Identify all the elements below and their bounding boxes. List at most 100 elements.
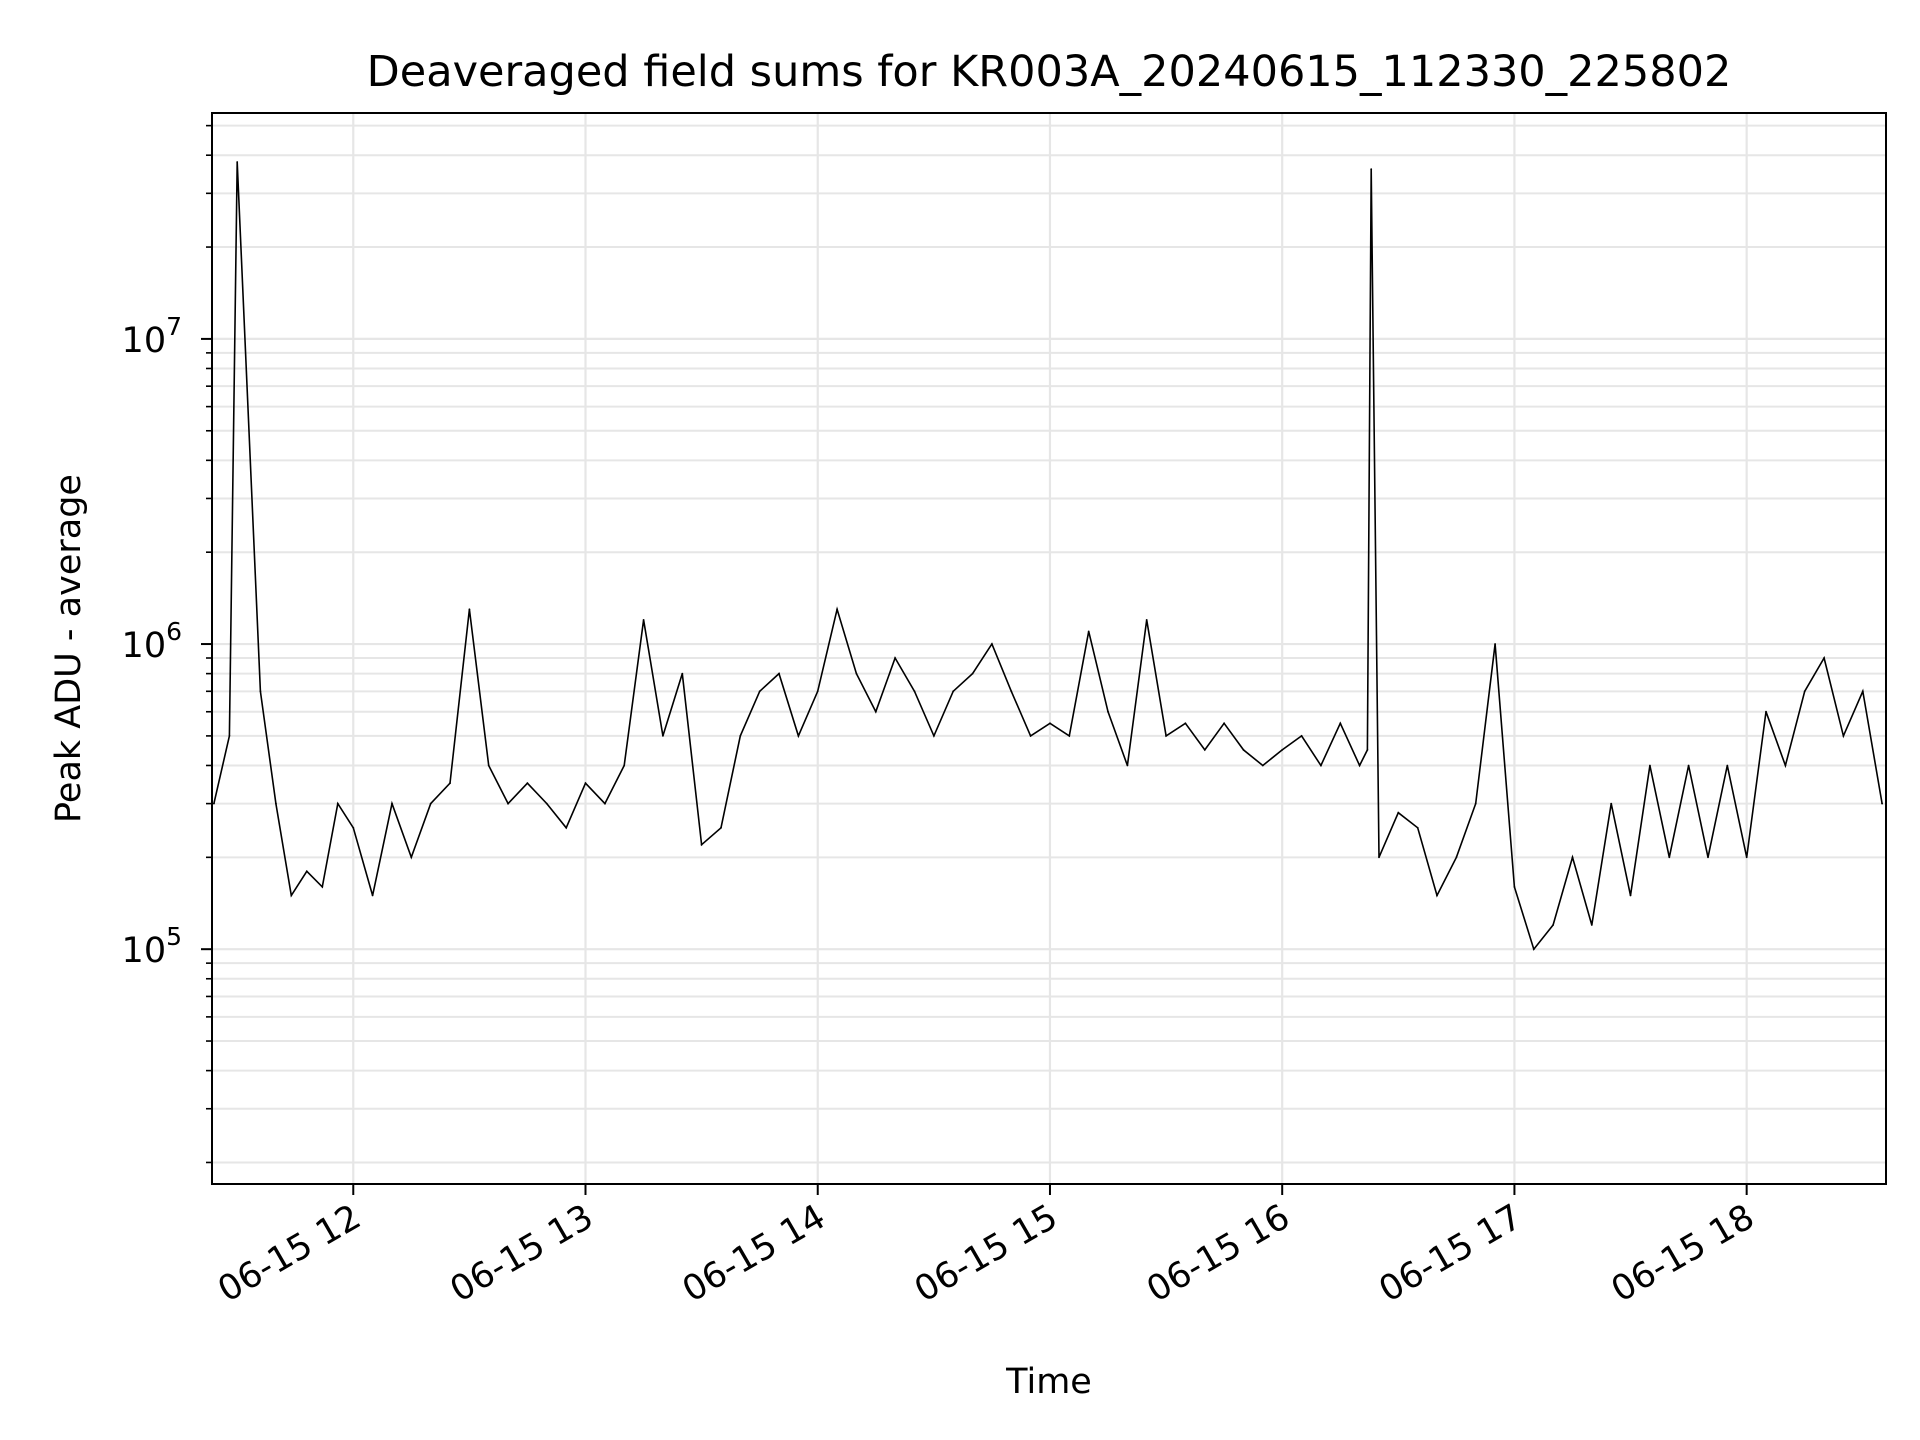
y-tick-label: 105 [122, 922, 182, 971]
data-point [1552, 924, 1554, 926]
data-point [1370, 168, 1373, 171]
data-point [758, 690, 761, 693]
data-point [371, 894, 374, 897]
data-point [228, 735, 231, 737]
data-point [1366, 749, 1369, 751]
data-point [1707, 856, 1709, 859]
y-tick-exponent: 7 [166, 312, 182, 341]
chart-title: Deaveraged field sums for KR003A_2024061… [367, 47, 1732, 97]
data-point [1881, 802, 1883, 805]
data-point [336, 802, 339, 805]
data-point [1803, 690, 1806, 693]
data-point [1300, 735, 1303, 737]
data-point [1358, 764, 1361, 767]
data-point [1745, 856, 1748, 859]
data-point [1784, 764, 1787, 767]
data-point [1029, 735, 1032, 737]
data-point [1455, 856, 1458, 859]
data-point [778, 672, 780, 675]
data-point [971, 672, 974, 675]
data-point [1513, 886, 1516, 888]
data-point [1281, 749, 1284, 751]
data-point [1687, 764, 1690, 767]
data-point [681, 672, 684, 675]
data-point [1571, 856, 1574, 859]
data-point [352, 826, 355, 829]
data-point [468, 608, 471, 611]
data-point [1320, 764, 1322, 767]
y-tick-label: 106 [122, 617, 182, 666]
data-point [584, 782, 587, 785]
x-axis-label: Time [1005, 1362, 1092, 1402]
data-point [913, 690, 916, 693]
data-point [305, 870, 308, 873]
data-point [429, 802, 432, 805]
data-point [952, 690, 955, 693]
data-point [1203, 749, 1206, 751]
data-point [797, 735, 800, 737]
data-point [739, 735, 742, 737]
data-point [321, 886, 324, 888]
data-point [1823, 657, 1825, 659]
data-point [1087, 630, 1090, 633]
data-point [816, 690, 819, 693]
data-point [855, 672, 858, 675]
data-point [1378, 856, 1380, 859]
data-point [1649, 764, 1651, 767]
data-point [1049, 722, 1051, 725]
data-point [1861, 690, 1864, 693]
data-point [487, 764, 490, 767]
data-point [662, 735, 664, 737]
data-point [449, 782, 451, 785]
data-point [604, 802, 606, 805]
y-tick-base: 10 [122, 931, 167, 971]
data-point [1068, 735, 1071, 737]
y-tick-base: 10 [122, 321, 167, 361]
data-point [991, 643, 993, 645]
y-tick-base: 10 [122, 626, 167, 666]
data-point [1726, 764, 1729, 767]
y-axis-label: Peak ADU - average [49, 474, 89, 823]
data-point [1590, 924, 1593, 926]
data-point [1242, 749, 1245, 751]
data-point [1610, 802, 1613, 805]
data-point [642, 619, 645, 621]
data-point [275, 802, 277, 805]
data-point [1261, 764, 1264, 767]
data-point [1532, 948, 1535, 951]
data-point [526, 782, 529, 785]
data-point [1010, 690, 1013, 693]
y-tick-label: 107 [122, 312, 182, 361]
data-point [410, 856, 413, 859]
grid [212, 113, 1886, 1184]
data-point [874, 710, 877, 713]
data-point [1474, 802, 1477, 805]
data-point [836, 608, 838, 611]
data-point [1339, 722, 1342, 725]
data-point [545, 802, 548, 805]
data-point [1842, 735, 1845, 737]
y-tick-exponent: 5 [166, 922, 182, 951]
data-point [507, 802, 509, 805]
data-point [1416, 826, 1419, 829]
series-layer [213, 161, 1883, 951]
data-point [894, 657, 896, 659]
data-point [720, 826, 722, 829]
data-point [700, 843, 703, 846]
data-point [1668, 856, 1671, 859]
data-point [290, 894, 293, 897]
y-tick-exponent: 6 [166, 617, 182, 646]
data-point [259, 690, 262, 693]
data-point [1126, 764, 1129, 767]
data-point [1397, 811, 1400, 814]
data-point [623, 764, 626, 767]
data-point [1223, 722, 1225, 725]
data-point [1436, 894, 1438, 897]
data-point [1765, 710, 1767, 713]
data-point [1107, 710, 1109, 713]
data-point [933, 735, 935, 737]
data-point [213, 802, 215, 805]
